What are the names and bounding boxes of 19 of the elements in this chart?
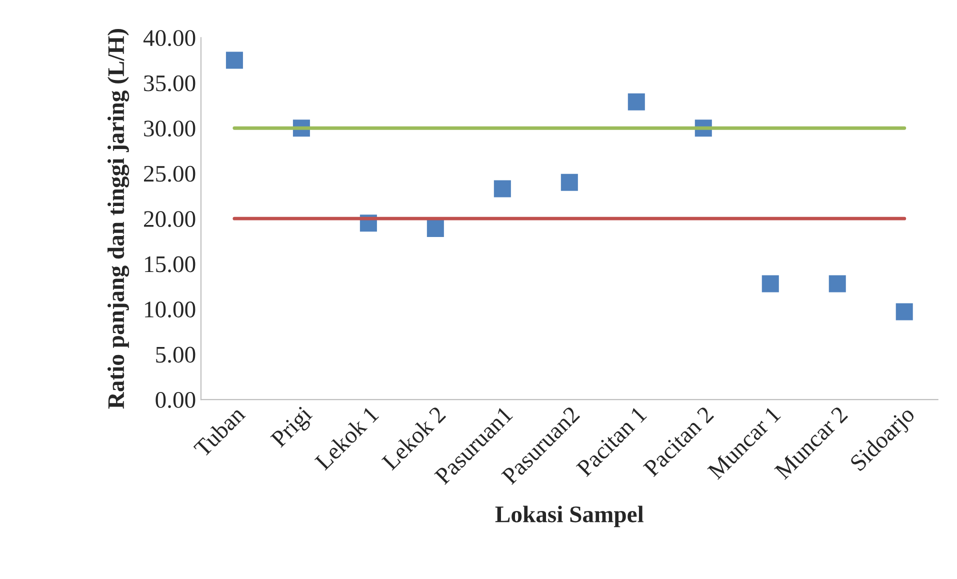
y-tick-label: 10.00 — [145, 302, 196, 318]
y-tick-label: 25.00 — [144, 166, 196, 182]
x-axis-title: Lokasi Sampel — [495, 506, 644, 528]
point — [494, 180, 511, 198]
y-tick-label: 20.00 — [144, 211, 196, 228]
point — [426, 220, 444, 238]
y-tick-label: 40.00 — [143, 30, 196, 46]
y-tick-label: 5.00 — [156, 346, 196, 363]
point — [828, 275, 846, 292]
point — [628, 93, 645, 110]
point — [762, 275, 779, 292]
point — [896, 303, 913, 320]
point — [226, 52, 243, 69]
y-tick-label: 15.00 — [145, 256, 196, 272]
y-tick-label: 0.00 — [156, 392, 196, 408]
y-axis-title: Ratio panjang dan tinggi jaring (L/H) — [108, 29, 130, 409]
y-tick-label: 30.00 — [144, 120, 196, 137]
y-tick-label: 35.00 — [144, 75, 196, 92]
point — [560, 174, 578, 191]
